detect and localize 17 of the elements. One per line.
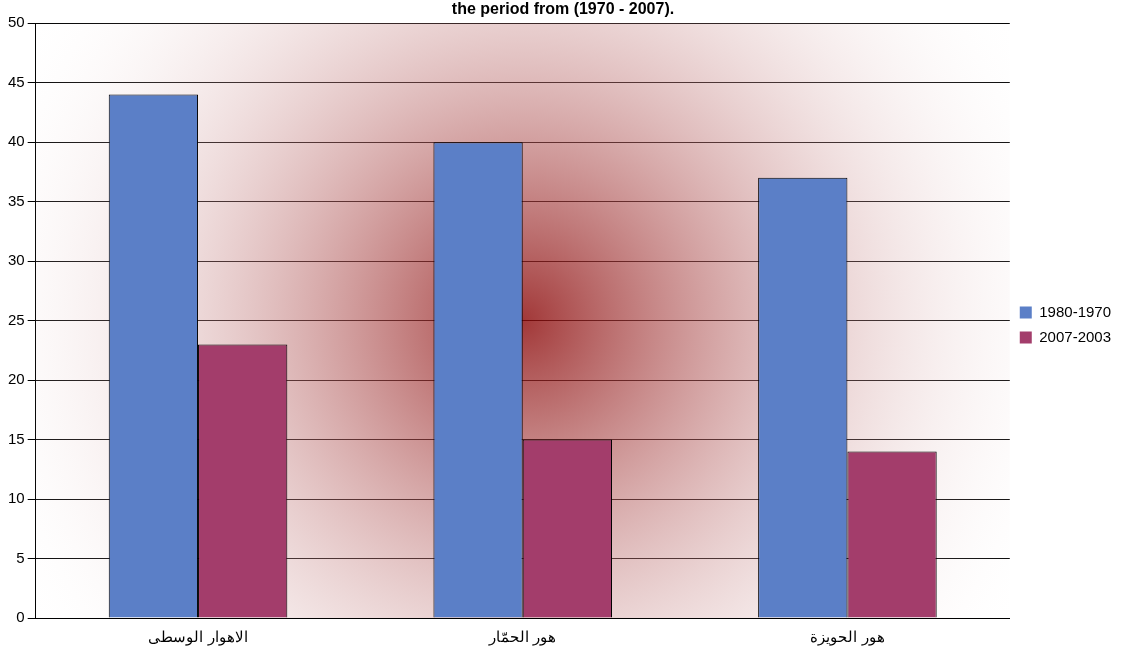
chart-title: the period from (1970 - 2007). [451,0,675,18]
y-tick-label: 50 [8,13,25,31]
y-tick-label: 0 [16,608,25,626]
y-tick-label: 45 [8,72,25,90]
y-tick-label: 40 [8,132,25,150]
y-tick-label: 35 [8,191,25,209]
legend-label: 1980-1970 [1039,302,1111,320]
y-tick-label: 30 [8,251,25,269]
y-tick-label: 25 [8,310,25,328]
x-tick-label: هور الحمّار [488,628,557,647]
y-tick-label: 10 [8,489,25,507]
y-tick-label: 20 [8,370,25,388]
legend-label: 2007-2003 [1039,327,1111,345]
y-tick-label: 5 [16,548,25,566]
x-tick-label: هور الحويزة [810,628,885,647]
x-tick-label: الاهوار الوسطى [148,628,248,647]
y-tick-label: 15 [8,429,25,447]
